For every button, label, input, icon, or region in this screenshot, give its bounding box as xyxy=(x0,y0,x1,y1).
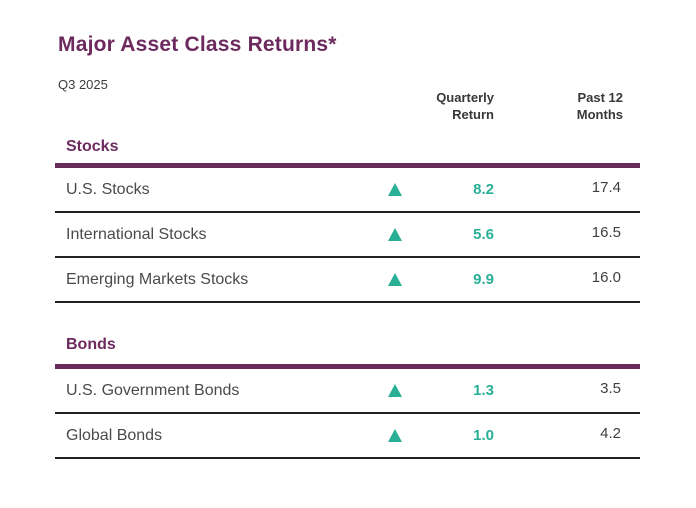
table-row: International Stocks 5.6 16.5 xyxy=(55,213,640,258)
section-rule-bonds xyxy=(55,364,640,369)
up-triangle-icon xyxy=(388,384,402,397)
quarterly-return-value: 1.0 xyxy=(473,427,494,444)
up-triangle-icon xyxy=(388,183,402,196)
quarterly-return-value: 8.2 xyxy=(473,181,494,198)
asset-class-label: U.S. Stocks xyxy=(66,180,150,198)
quarterly-return-value: 9.9 xyxy=(473,271,494,288)
past-12-months-value: 3.5 xyxy=(600,380,621,397)
up-triangle-icon xyxy=(388,228,402,241)
section-header-stocks: Stocks xyxy=(66,138,119,155)
past-12-months-value: 16.5 xyxy=(591,224,621,241)
table-row: U.S. Government Bonds 1.3 3.5 xyxy=(55,369,640,414)
asset-class-label: International Stocks xyxy=(66,225,207,243)
quarterly-return-value: 1.3 xyxy=(473,382,494,399)
table-row: Global Bonds 1.0 4.2 xyxy=(55,414,640,459)
column-header-quarterly-return: Quarterly Return xyxy=(436,90,494,122)
direction-cell xyxy=(383,429,407,442)
section-header-bonds: Bonds xyxy=(66,336,116,353)
page-title: Major Asset Class Returns* xyxy=(58,33,337,56)
direction-cell xyxy=(383,228,407,241)
period-label: Q3 2025 xyxy=(58,77,108,92)
quarterly-return-value: 5.6 xyxy=(473,226,494,243)
table-row: U.S. Stocks 8.2 17.4 xyxy=(55,168,640,213)
past-12-months-value: 16.0 xyxy=(591,269,621,286)
asset-class-label: Global Bonds xyxy=(66,426,163,444)
direction-cell xyxy=(383,183,407,196)
up-triangle-icon xyxy=(388,429,402,442)
table-row: Emerging Markets Stocks 9.9 16.0 xyxy=(55,258,640,303)
past-12-months-value: 17.4 xyxy=(591,179,621,196)
up-triangle-icon xyxy=(388,273,402,286)
past-12-months-value: 4.2 xyxy=(600,425,621,442)
asset-class-label: Emerging Markets Stocks xyxy=(66,270,249,288)
column-header-past-12-months: Past 12 Months xyxy=(576,90,623,122)
stocks-rows: U.S. Stocks 8.2 17.4 International Stock… xyxy=(55,168,640,303)
direction-cell xyxy=(383,273,407,286)
section-rule-stocks xyxy=(55,163,640,168)
bonds-rows: U.S. Government Bonds 1.3 3.5 Global Bon… xyxy=(55,369,640,459)
direction-cell xyxy=(383,384,407,397)
asset-class-label: U.S. Government Bonds xyxy=(66,381,240,399)
